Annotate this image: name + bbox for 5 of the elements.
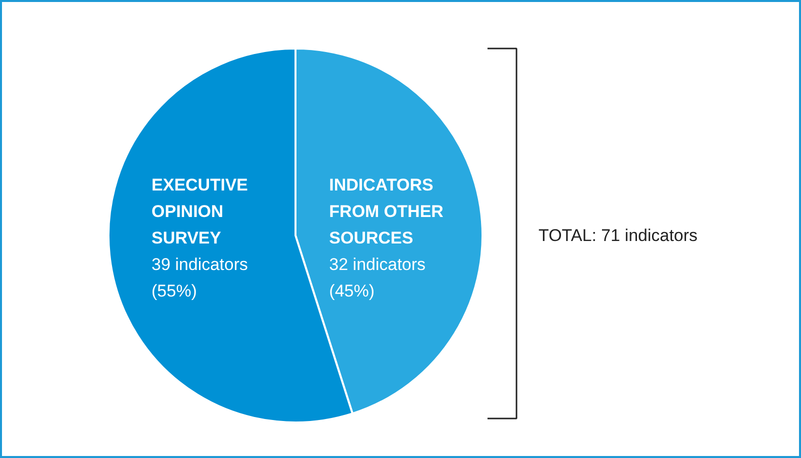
data-label: 39 indicators (55%) [152, 255, 248, 301]
slice-label: INDICATORS FROM OTHER SOURCES [329, 176, 444, 248]
slice-label: EXECUTIVE OPINION SURVEY [152, 176, 248, 248]
data-label: 32 indicators (45%) [329, 255, 426, 301]
text: TOTAL: 71 indicators [538, 226, 698, 245]
